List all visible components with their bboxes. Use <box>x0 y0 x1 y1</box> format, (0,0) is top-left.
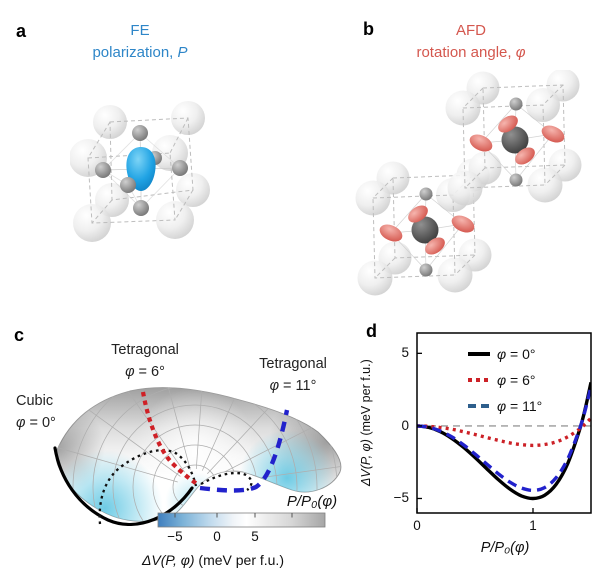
legend-item-phi0: φ = 0° <box>468 346 535 362</box>
a-oxygen-spheres-front <box>120 177 149 216</box>
legend-swatch-solid <box>468 352 490 356</box>
y-axis-label: ΔV(P, φ) (meV per f.u.) <box>359 359 373 487</box>
legend-swatch-dashed <box>468 404 490 408</box>
x-axis-label: P/P₀(φ) <box>480 540 530 556</box>
surface-axis-label: P/P₀(φ) <box>286 493 338 510</box>
legend-swatch-dotted <box>468 378 490 382</box>
colorbar-label: ΔV(P, φ) (meV per f.u.) <box>142 552 284 568</box>
series-11 <box>417 385 591 493</box>
y-tick-5: 5 <box>401 345 409 360</box>
panel-b-title-line2: rotation angle, φ <box>416 43 526 61</box>
y-tick-m5: −5 <box>393 490 409 505</box>
panel-c-tag: c <box>14 325 25 345</box>
phase-label-tetragonal-11: Tetragonal φ = 11° <box>259 356 327 394</box>
y-tick-0: 0 <box>401 418 409 433</box>
x-tick-1: 1 <box>529 518 537 533</box>
panel-d-tag: d <box>366 321 377 341</box>
panel-b-title: AFD rotation angle, φ <box>371 20 571 64</box>
colorbar <box>157 512 326 528</box>
panel-a-title-line1: FE <box>130 22 150 39</box>
fe-crystal-structure <box>70 101 210 242</box>
legend-item-phi11: φ = 11° <box>468 398 542 414</box>
legend-label-phi6: φ = 6° <box>497 372 536 388</box>
afd-cell-upper <box>445 70 582 206</box>
a-unit-cell-edges <box>87 117 194 224</box>
colorbar-tick-5: 5 <box>251 529 259 544</box>
x-tick-0: 0 <box>413 518 421 533</box>
colorbar-ticks <box>174 513 293 518</box>
legend-item-phi6: φ = 6° <box>468 372 535 388</box>
energy-landscape-surface <box>53 387 342 528</box>
phase-label-tetragonal-6: Tetragonal φ = 6° <box>111 342 179 380</box>
path-phi0-solid <box>53 446 194 526</box>
chart-series <box>417 382 591 501</box>
phase-label-cubic: Cubic φ = 0° <box>16 393 56 431</box>
legend-label-phi0: φ = 0° <box>497 346 536 362</box>
panel-a-tag: a <box>16 21 27 41</box>
energy-vs-polarization-chart <box>416 332 592 514</box>
chart-frame <box>416 332 592 514</box>
panel-a-title: FE polarization, P <box>40 20 240 64</box>
path-phi11-dashed <box>199 409 290 493</box>
colorbar-tick-m5: −5 <box>167 529 183 544</box>
legend-label-phi11: φ = 11° <box>497 398 543 414</box>
path-black-dotted <box>98 449 253 525</box>
series-6 <box>417 416 591 448</box>
panel-b-tag: b <box>363 19 374 39</box>
panel-a-title-line2: polarization, P <box>92 43 188 61</box>
panel-b-title-line1: AFD <box>456 22 486 39</box>
afd-crystal-structure <box>355 70 582 296</box>
colorbar-tick-0: 0 <box>213 529 221 544</box>
